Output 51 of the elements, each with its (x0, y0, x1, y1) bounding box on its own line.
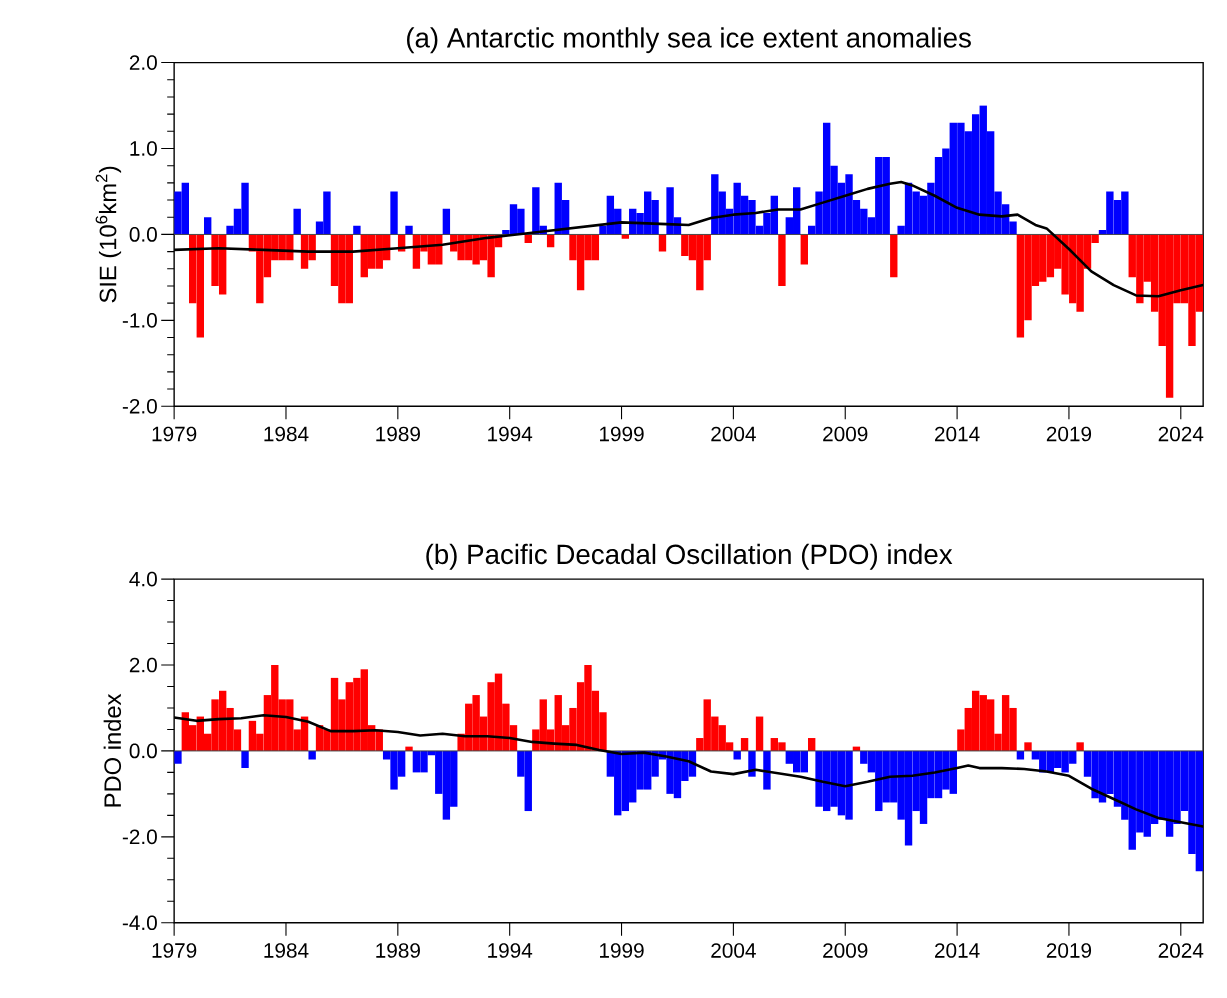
x-tick-label: 1994 (488, 943, 533, 958)
y-tick-label: 2.0 (129, 55, 157, 70)
x-tick-label: 1984 (264, 943, 309, 958)
y-tick-label: -2.0 (122, 398, 157, 414)
chart-title: (a) Antarctic monthly sea ice extent anomalies (407, 27, 971, 54)
x-tick-label: 2009 (823, 426, 868, 442)
bar (308, 750, 316, 760)
y-tick-label: 0.0 (129, 226, 157, 242)
bar (1024, 742, 1032, 751)
y-axis-title: SIE (10$^{6}$km$^{2}$) (95, 166, 122, 303)
x-tick-label: 1999 (600, 426, 644, 442)
bar (763, 750, 771, 790)
bar (293, 208, 301, 235)
x-tick-label: 1994 (488, 426, 533, 442)
x-tick-label: 1989 (376, 943, 420, 958)
y-tick-label: 0.0 (129, 743, 157, 759)
bar (755, 716, 764, 751)
bar (890, 234, 898, 278)
bar (800, 234, 808, 265)
y-tick-label: 1.0 (130, 141, 157, 156)
bar (204, 217, 212, 235)
y-tick-label: -2.0 (122, 829, 157, 845)
x-tick-label: 1989 (376, 426, 420, 442)
x-tick-label: 2019 (1046, 426, 1092, 442)
bar (658, 234, 667, 252)
y-tick-label: 4.0 (129, 571, 157, 587)
y-tick-label: 2.0 (129, 657, 157, 673)
x-tick-label: 1979 (152, 426, 197, 442)
chart-title: (b) Pacific Decadal Oscillation (PDO) index (426, 543, 953, 570)
x-tick-label: 2024 (1158, 943, 1204, 958)
bar (353, 225, 361, 235)
bar (390, 191, 398, 235)
x-tick-label: 1984 (264, 426, 309, 442)
bar (1076, 742, 1084, 751)
x-tick-label: 2014 (935, 426, 980, 442)
x-tick-label: 2004 (711, 426, 756, 442)
x-tick-label: 1979 (152, 943, 197, 958)
bar (241, 750, 249, 768)
x-tick-label: 2014 (935, 943, 980, 958)
bar (442, 208, 451, 235)
x-tick-label: 2009 (823, 943, 868, 958)
bar (778, 234, 786, 286)
x-tick-label: 2004 (711, 943, 756, 958)
bar (405, 225, 413, 235)
y-tick-label: -1.0 (122, 312, 157, 328)
y-axis-title: PDO index (103, 693, 122, 807)
x-tick-label: 2019 (1046, 943, 1092, 958)
bar (748, 750, 756, 777)
y-tick-label: -4.0 (122, 915, 157, 930)
x-tick-label: 1999 (600, 943, 644, 958)
x-tick-label: 2024 (1158, 426, 1204, 442)
